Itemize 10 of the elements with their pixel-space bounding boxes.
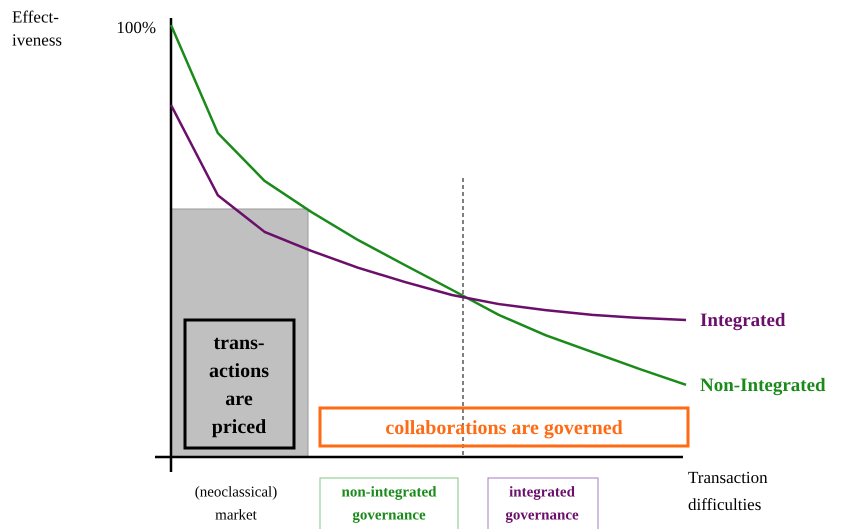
text: (neoclassical) market: [194, 484, 278, 524]
text: Effect- iveness: [12, 8, 62, 50]
series-label: Integrated: [700, 310, 786, 332]
text: integrated governance: [505, 484, 579, 524]
annotation: trans- actions are priced: [209, 332, 270, 438]
series-label: Non-Integrated: [700, 374, 826, 396]
annotation: collaborations are governed: [385, 417, 623, 439]
x-axis-title: Transaction difficulties: [688, 468, 768, 514]
annotation: 100%: [116, 18, 156, 37]
text: non-integrated governance: [342, 484, 438, 524]
